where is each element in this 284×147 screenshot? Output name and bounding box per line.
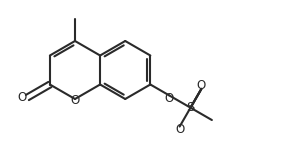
Text: O: O	[164, 92, 174, 105]
Text: O: O	[70, 95, 80, 107]
Text: O: O	[175, 123, 184, 136]
Text: O: O	[17, 91, 26, 104]
Text: S: S	[186, 101, 195, 114]
Text: O: O	[197, 79, 206, 92]
